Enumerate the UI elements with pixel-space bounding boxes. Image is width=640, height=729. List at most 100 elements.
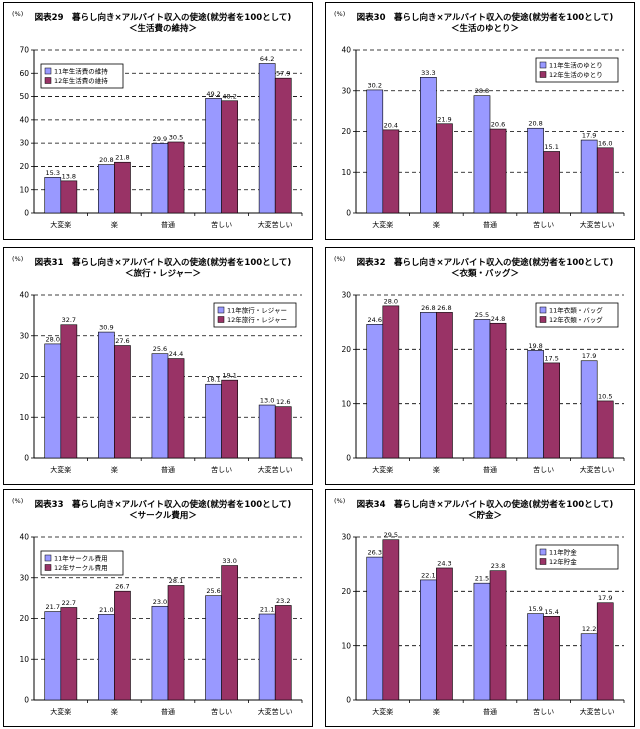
category-label: 大変楽 bbox=[372, 220, 393, 229]
data-label: 17.9 bbox=[582, 352, 596, 360]
y-axis-unit: (%) bbox=[12, 255, 23, 263]
legend-label: 12年旅行・レジャー bbox=[227, 315, 287, 324]
data-label: 28.8 bbox=[475, 87, 489, 95]
legend-swatch bbox=[539, 306, 547, 314]
legend-box bbox=[535, 57, 619, 83]
bar bbox=[543, 151, 560, 214]
data-label: 30.5 bbox=[169, 133, 183, 141]
data-label: 28.0 bbox=[46, 335, 60, 343]
data-label: 28.0 bbox=[384, 297, 398, 305]
data-label: 18.1 bbox=[206, 376, 220, 384]
data-label: 22.1 bbox=[421, 571, 435, 579]
bar bbox=[596, 400, 614, 459]
y-tick-label: 10 bbox=[19, 185, 29, 194]
chart-panel-32: 図表32 暮らし向き×アルバイト収入の使途(就労者を100として) ＜衣類・バッグ… bbox=[325, 247, 635, 485]
category-label: 大変苦しい bbox=[258, 220, 293, 229]
data-label: 24.6 bbox=[368, 316, 382, 324]
bar bbox=[114, 590, 131, 701]
chart-subtitle: ＜貯金＞ bbox=[468, 510, 502, 521]
data-label: 12.2 bbox=[582, 625, 596, 633]
category-label: 普通 bbox=[161, 707, 175, 716]
data-label: 30.9 bbox=[99, 324, 113, 332]
chart-subtitle: ＜サークル費用＞ bbox=[129, 510, 197, 521]
bar bbox=[473, 582, 491, 701]
bar bbox=[527, 613, 544, 701]
data-label: 17.9 bbox=[598, 594, 612, 602]
data-label: 12.6 bbox=[276, 398, 290, 406]
category-label: 普通 bbox=[483, 220, 497, 229]
category-label: 普通 bbox=[161, 220, 175, 229]
bar bbox=[98, 614, 115, 701]
bar bbox=[151, 605, 169, 701]
bar bbox=[489, 322, 507, 459]
bar-chart: 図表30 暮らし向き×アルバイト収入の使途(就労者を100として)＜生活のゆとり… bbox=[334, 10, 625, 229]
bar bbox=[274, 77, 292, 214]
bar bbox=[205, 98, 222, 214]
bar bbox=[543, 616, 560, 701]
category-label: 大変苦しい bbox=[258, 465, 293, 474]
data-label: 23.2 bbox=[276, 597, 290, 605]
category-label: 苦しい bbox=[533, 220, 554, 229]
bar-chart: 図表32 暮らし向き×アルバイト収入の使途(就労者を100として)＜衣類・バッグ… bbox=[334, 255, 625, 474]
legend-box bbox=[535, 302, 619, 328]
legend-label: 11年貯金 bbox=[549, 548, 577, 557]
y-tick-label: 30 bbox=[19, 331, 29, 340]
category-label: 大変苦しい bbox=[258, 707, 293, 716]
bar bbox=[60, 324, 78, 459]
legend-label: 12年衣類・バッグ bbox=[549, 315, 603, 324]
data-label: 33.3 bbox=[421, 69, 435, 77]
data-label: 27.6 bbox=[115, 337, 129, 345]
bar bbox=[44, 611, 62, 701]
bar-chart: 図表34 暮らし向き×アルバイト収入の使途(就労者を100として)＜貯金＞ (%)… bbox=[334, 497, 625, 716]
legend-label: 11年衣類・バッグ bbox=[549, 306, 603, 315]
bar bbox=[527, 350, 544, 459]
y-tick-label: 40 bbox=[19, 291, 29, 300]
bar-chart: 図表31 暮らし向き×アルバイト収入の使途(就労者を100として)＜旅行・レジャ… bbox=[12, 255, 303, 474]
bar-chart: 図表29 暮らし向き×アルバイト収入の使途(就労者を100として)＜生活費の維持… bbox=[12, 10, 303, 229]
y-tick-label: 10 bbox=[19, 655, 29, 664]
y-tick-label: 0 bbox=[24, 454, 29, 463]
category-label: 楽 bbox=[433, 707, 440, 716]
bar bbox=[596, 602, 614, 701]
category-label: 楽 bbox=[111, 220, 118, 229]
bar bbox=[258, 63, 276, 214]
bar bbox=[205, 383, 222, 459]
data-label: 64.2 bbox=[260, 55, 274, 63]
bar bbox=[98, 331, 115, 459]
bar bbox=[473, 319, 491, 459]
category-label: 大変楽 bbox=[50, 707, 71, 716]
chart-subtitle: ＜生活のゆとり＞ bbox=[451, 23, 519, 34]
data-label: 20.8 bbox=[528, 120, 542, 128]
category-label: 苦しい bbox=[533, 465, 554, 474]
data-label: 22.7 bbox=[62, 599, 76, 607]
data-label: 26.8 bbox=[437, 304, 451, 312]
y-tick-label: 40 bbox=[341, 46, 351, 55]
bar bbox=[580, 139, 598, 214]
legend-label: 12年サークル費用 bbox=[54, 563, 108, 572]
data-label: 15.1 bbox=[544, 143, 558, 151]
data-label: 15.4 bbox=[544, 608, 558, 616]
data-label: 24.8 bbox=[491, 315, 505, 323]
category-label: 大変苦しい bbox=[580, 465, 615, 474]
data-label: 21.9 bbox=[437, 115, 451, 123]
legend-swatch bbox=[539, 316, 547, 323]
y-tick-label: 70 bbox=[19, 46, 29, 55]
bar bbox=[543, 362, 560, 459]
bar bbox=[274, 406, 292, 459]
bar bbox=[366, 556, 384, 701]
legend-swatch bbox=[44, 564, 52, 571]
data-label: 23.0 bbox=[153, 598, 167, 606]
legend-label: 12年生活費の維持 bbox=[54, 76, 108, 85]
bar bbox=[205, 595, 222, 701]
chart-title: 図表34 暮らし向き×アルバイト収入の使途(就労者を100として) bbox=[357, 499, 614, 510]
chart-panel-29: 図表29 暮らし向き×アルバイト収入の使途(就労者を100として) ＜生活費の維持… bbox=[3, 2, 313, 240]
bar bbox=[44, 177, 62, 214]
chart-title: 図表30 暮らし向き×アルバイト収入の使途(就労者を100として) bbox=[357, 12, 614, 23]
y-tick-label: 20 bbox=[341, 127, 351, 136]
data-label: 10.5 bbox=[598, 392, 612, 400]
legend-swatch bbox=[44, 554, 52, 562]
category-label: 楽 bbox=[433, 465, 440, 474]
